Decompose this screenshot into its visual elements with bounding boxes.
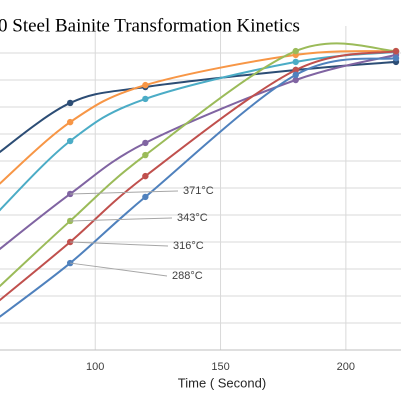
data-point — [142, 95, 149, 103]
x-axis-label: Time ( Second) — [178, 375, 266, 390]
data-point — [66, 99, 74, 107]
series-line — [0, 50, 397, 302]
annotation: 371°C — [183, 185, 214, 197]
annotation: 343°C — [177, 212, 208, 224]
data-point — [142, 139, 149, 147]
x-tick-label: 200 — [337, 361, 355, 373]
series-line — [0, 42, 397, 288]
plot-area — [0, 42, 400, 318]
data-point — [142, 81, 149, 89]
data-point — [292, 66, 299, 74]
x-tick-label: 150 — [211, 361, 229, 373]
x-tick-label: 100 — [86, 361, 104, 373]
annotation-leader — [70, 241, 169, 247]
data-point — [66, 137, 74, 145]
data-point — [292, 47, 299, 55]
series-line — [0, 53, 397, 251]
data-point — [66, 118, 74, 126]
data-point — [142, 151, 149, 159]
grid — [0, 26, 401, 351]
series-line — [0, 50, 397, 185]
annotation-leader — [70, 262, 168, 277]
annotation-leader — [70, 190, 179, 195]
data-point — [292, 71, 299, 79]
data-point — [292, 76, 299, 84]
annotation-leader — [70, 217, 173, 222]
data-point — [142, 172, 149, 180]
data-point — [292, 58, 299, 66]
series-line — [0, 60, 397, 154]
annotation: 316°C — [173, 240, 204, 252]
data-point — [392, 54, 400, 62]
data-point — [142, 193, 149, 201]
series-line — [0, 57, 397, 318]
chart-title: 0 Steel Bainite Transformation Kinetics — [0, 15, 300, 36]
annotation: 288°C — [172, 270, 203, 282]
data-point — [392, 47, 400, 55]
